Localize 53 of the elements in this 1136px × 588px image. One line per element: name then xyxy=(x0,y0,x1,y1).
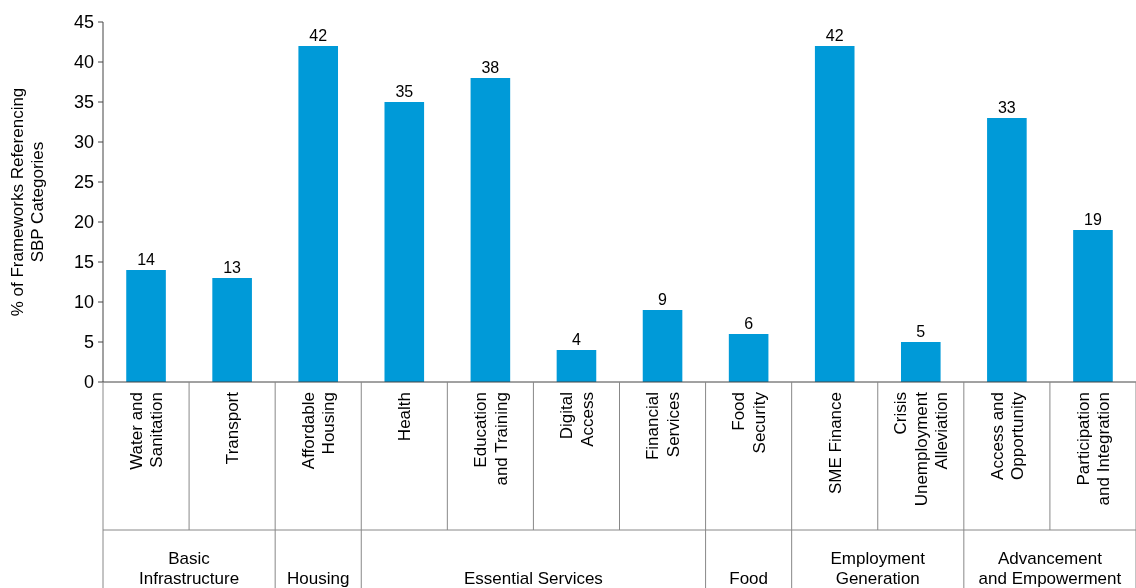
x-tick-label: Transport xyxy=(223,391,243,465)
x-tick-label: Crisis Unemployment Alleviation xyxy=(891,391,952,507)
bar xyxy=(298,46,339,382)
y-tick-label: 10 xyxy=(73,292,94,313)
bar xyxy=(470,78,511,382)
data-label: 38 xyxy=(481,59,500,76)
bar xyxy=(987,118,1027,382)
text: Basic Infrastructure xyxy=(139,549,240,588)
bar xyxy=(814,46,855,382)
bar xyxy=(384,102,425,382)
data-label: 14 xyxy=(137,251,156,268)
text: Food xyxy=(729,569,768,588)
x-tick-label: Food Security xyxy=(729,391,769,454)
data-label: 42 xyxy=(825,27,844,44)
y-tick-label: 25 xyxy=(73,172,94,193)
data-label: 19 xyxy=(1084,211,1102,228)
x-tick-label: Affordable Housing xyxy=(298,392,339,470)
x-tick-label: Water and Sanitation xyxy=(126,392,167,470)
bar xyxy=(728,334,769,382)
y-tick-label: 5 xyxy=(83,332,94,353)
data-label: 6 xyxy=(744,315,754,332)
x-tick-label: Digital Access xyxy=(557,392,597,447)
x-tick-label: Financial Services xyxy=(643,392,683,461)
text: Housing xyxy=(287,569,350,588)
bar xyxy=(556,350,597,382)
x-tick-label: Participation and Integration xyxy=(1073,392,1114,506)
text: Advancement and Empowerment xyxy=(978,549,1122,588)
y-tick-label: 15 xyxy=(73,252,94,273)
x-tick-label: Access and Opportunity xyxy=(987,391,1028,480)
y-tick-label: 0 xyxy=(83,372,94,393)
data-label: 4 xyxy=(572,331,582,348)
data-label: 35 xyxy=(395,83,414,100)
y-tick-label: 20 xyxy=(73,212,94,233)
data-label: 9 xyxy=(658,291,668,308)
bar xyxy=(1073,230,1113,382)
y-tick-label: 35 xyxy=(73,92,94,113)
data-label: 13 xyxy=(223,259,242,276)
text: Employment Generation xyxy=(830,549,926,588)
y-tick-label: 45 xyxy=(73,12,94,33)
bar xyxy=(212,278,252,382)
y-axis-title: % of Frameworks Referencing SBP Categories xyxy=(7,87,48,317)
data-label: 33 xyxy=(997,99,1016,116)
bar xyxy=(900,342,941,382)
x-tick-label: Education and Training xyxy=(471,392,511,486)
bar xyxy=(642,310,683,382)
y-tick-label: 40 xyxy=(73,52,94,73)
bar xyxy=(126,270,166,382)
x-tick-label: SME Finance xyxy=(825,392,845,495)
data-label: 5 xyxy=(916,323,926,340)
y-tick-label: 30 xyxy=(73,132,94,153)
data-label: 42 xyxy=(309,27,328,44)
text: Essential Services xyxy=(463,569,603,588)
x-tick-label: Health xyxy=(395,392,415,442)
